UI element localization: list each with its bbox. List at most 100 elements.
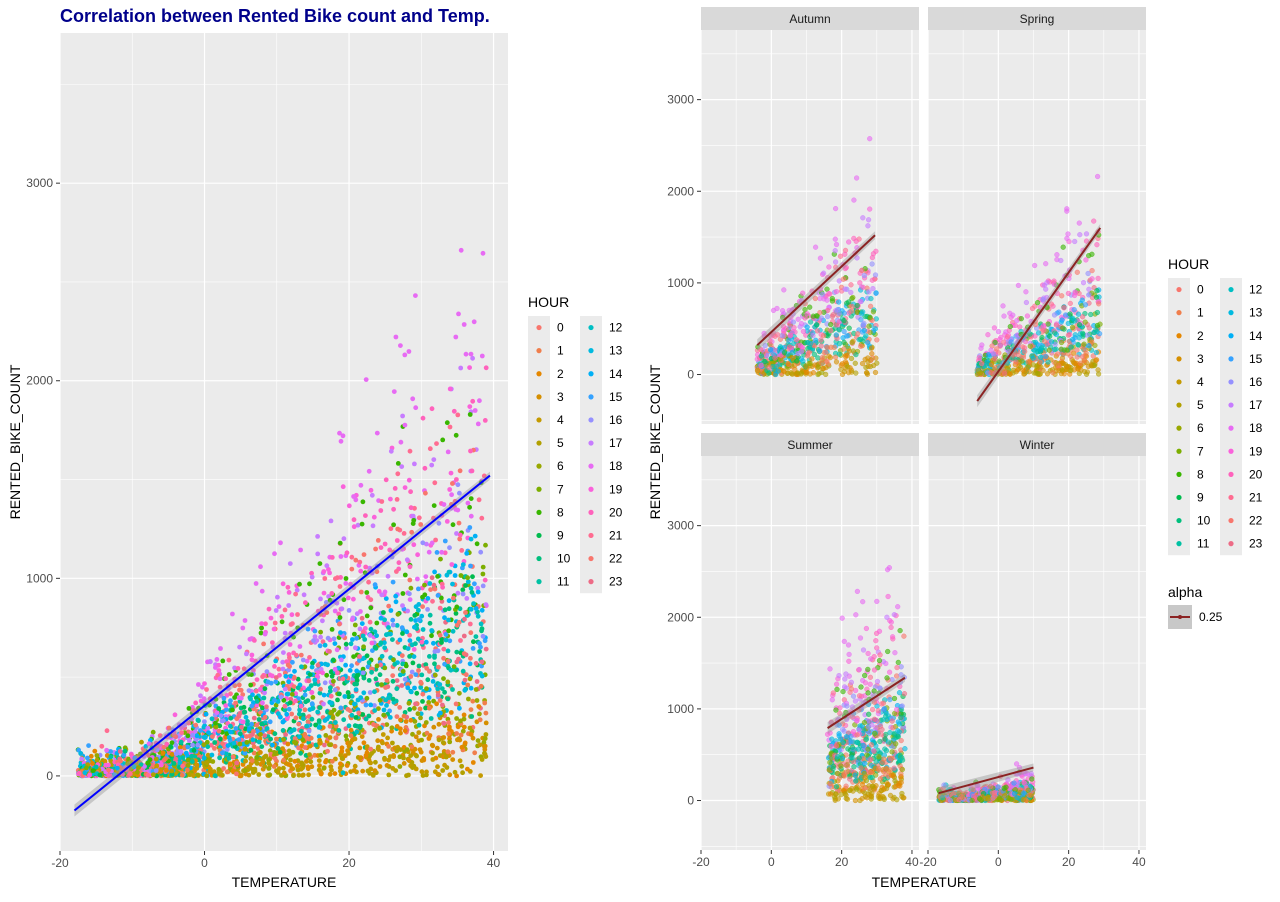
data-point xyxy=(483,543,488,548)
data-point xyxy=(457,738,462,743)
data-point xyxy=(449,710,454,715)
data-point xyxy=(840,372,845,377)
data-point xyxy=(317,718,322,723)
data-point xyxy=(860,215,865,220)
data-point xyxy=(873,273,878,278)
data-point xyxy=(174,743,179,748)
data-point xyxy=(467,525,472,530)
data-point xyxy=(292,669,297,674)
data-point xyxy=(250,758,255,763)
data-point xyxy=(292,740,297,745)
data-point xyxy=(280,619,285,624)
data-point xyxy=(482,744,487,749)
data-point xyxy=(846,643,851,648)
data-point xyxy=(307,678,312,683)
data-point xyxy=(252,638,257,643)
data-point xyxy=(228,724,233,729)
data-point xyxy=(470,574,475,579)
data-point xyxy=(287,707,292,712)
data-point xyxy=(281,667,286,672)
data-point xyxy=(317,705,322,710)
data-point xyxy=(446,749,451,754)
data-point xyxy=(196,718,201,723)
data-point xyxy=(305,698,310,703)
data-point xyxy=(1035,300,1040,305)
data-point xyxy=(321,569,326,574)
data-point xyxy=(834,242,839,247)
data-point xyxy=(807,361,812,366)
data-point xyxy=(186,758,191,763)
data-point xyxy=(244,715,249,720)
data-point xyxy=(454,650,459,655)
data-point xyxy=(755,357,760,362)
data-point xyxy=(318,643,323,648)
data-point xyxy=(337,622,342,627)
data-point xyxy=(352,517,357,522)
data-point xyxy=(449,668,454,673)
data-point xyxy=(189,754,194,759)
data-point xyxy=(480,659,485,664)
data-point xyxy=(400,603,405,608)
data-point xyxy=(1038,360,1043,365)
data-point xyxy=(208,659,213,664)
data-point xyxy=(386,695,391,700)
data-point xyxy=(306,772,311,777)
data-point xyxy=(431,457,436,462)
data-point xyxy=(435,574,440,579)
data-point xyxy=(265,726,270,731)
data-point xyxy=(788,333,793,338)
data-point xyxy=(1064,348,1069,353)
data-point xyxy=(308,707,313,712)
data-point xyxy=(409,744,414,749)
data-point xyxy=(91,768,96,773)
data-point xyxy=(275,595,280,600)
data-point xyxy=(236,666,241,671)
data-point xyxy=(195,773,200,778)
data-point xyxy=(318,687,323,692)
data-point xyxy=(435,746,440,751)
data-point xyxy=(329,701,334,706)
data-point xyxy=(210,734,215,739)
data-point xyxy=(239,688,244,693)
legend-item-label: 5 xyxy=(557,436,564,450)
data-point xyxy=(335,712,340,717)
data-point xyxy=(1024,289,1029,294)
data-point xyxy=(465,767,470,772)
legend-key-dot xyxy=(588,417,593,422)
legend-item-label: 17 xyxy=(609,436,623,450)
data-point xyxy=(428,621,433,626)
data-point xyxy=(465,575,470,580)
data-point xyxy=(354,730,359,735)
data-point xyxy=(849,309,854,314)
legend-key-dot xyxy=(536,371,541,376)
data-point xyxy=(192,748,197,753)
data-point xyxy=(273,659,278,664)
data-point xyxy=(851,349,856,354)
data-point xyxy=(281,766,286,771)
data-point xyxy=(372,515,377,520)
data-point xyxy=(234,772,239,777)
data-point xyxy=(104,748,109,753)
data-point xyxy=(1076,343,1081,348)
data-point xyxy=(213,721,218,726)
data-point xyxy=(340,756,345,761)
data-point xyxy=(1010,313,1015,318)
data-point xyxy=(370,493,375,498)
data-point xyxy=(821,333,826,338)
data-point xyxy=(337,728,342,733)
data-point xyxy=(269,681,274,686)
data-point xyxy=(870,262,875,267)
data-point xyxy=(257,740,262,745)
data-point xyxy=(874,361,879,366)
data-point xyxy=(320,670,325,675)
data-point xyxy=(456,724,461,729)
data-point xyxy=(447,727,452,732)
data-point xyxy=(310,690,315,695)
data-point xyxy=(255,699,260,704)
data-point xyxy=(804,370,809,375)
data-point xyxy=(240,626,245,631)
data-point xyxy=(385,678,390,683)
data-point xyxy=(426,596,431,601)
data-point xyxy=(481,251,486,256)
data-point xyxy=(407,654,412,659)
